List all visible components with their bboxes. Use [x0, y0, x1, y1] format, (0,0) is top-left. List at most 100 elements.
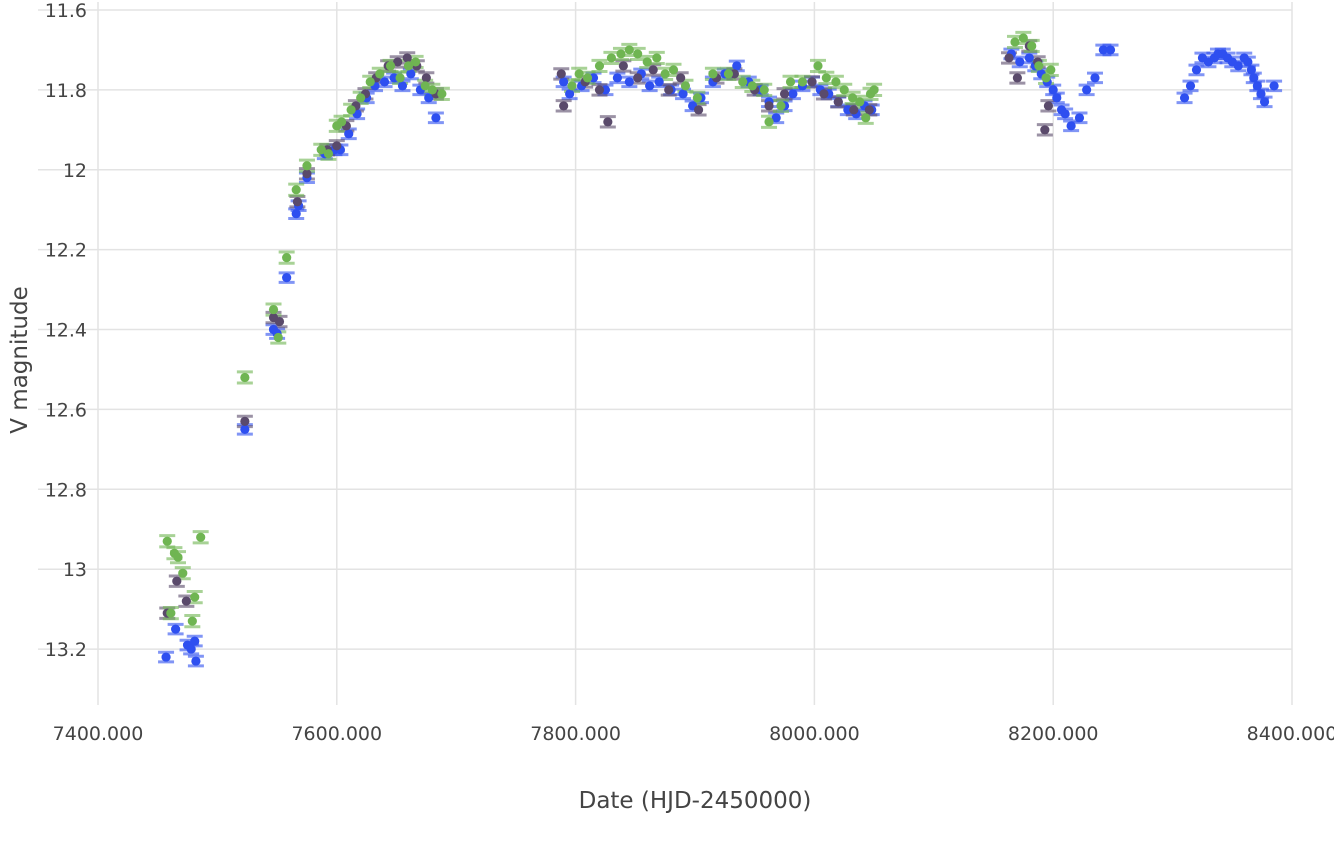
data-point	[708, 69, 718, 79]
data-point	[1046, 65, 1056, 75]
data-point	[1105, 45, 1116, 55]
data-point	[594, 85, 605, 95]
data-point	[437, 89, 447, 99]
data-point	[424, 93, 434, 103]
data-point	[788, 89, 798, 99]
data-point	[738, 77, 748, 87]
data-point	[1024, 53, 1034, 63]
data-point	[395, 73, 405, 83]
data-point	[302, 169, 312, 179]
data-point	[692, 93, 702, 103]
data-point	[1090, 73, 1100, 83]
data-point	[1252, 81, 1262, 91]
data-point	[1233, 61, 1243, 71]
data-point	[302, 161, 312, 171]
data-point	[612, 73, 622, 83]
x-tick-label: 8400.000	[1247, 723, 1334, 745]
data-point	[1185, 81, 1196, 91]
data-point	[693, 105, 704, 115]
y-tick-label: 12.6	[45, 399, 87, 421]
data-point	[172, 576, 182, 586]
data-point	[173, 552, 183, 562]
data-point	[668, 65, 679, 75]
error-bars	[158, 30, 1283, 668]
data-point	[559, 77, 569, 87]
y-tick-label: 12.8	[45, 479, 87, 501]
data-point	[819, 89, 829, 99]
data-point	[240, 416, 250, 427]
data-point	[645, 81, 655, 91]
data-point	[379, 77, 390, 87]
data-point	[1027, 41, 1037, 51]
data-point	[365, 77, 375, 87]
data-point	[855, 97, 865, 107]
data-point	[336, 117, 347, 127]
data-point	[652, 53, 662, 63]
gridlines	[38, 2, 1293, 705]
data-point	[567, 81, 577, 91]
data-point	[616, 49, 626, 59]
data-point	[291, 185, 301, 195]
data-point	[427, 85, 437, 95]
data-point	[344, 129, 354, 139]
data-point	[1040, 125, 1050, 135]
data-point	[864, 105, 874, 115]
x-tick-label: 8200.000	[1008, 723, 1099, 745]
y-tick-label: 11.6	[45, 0, 87, 22]
data-point	[187, 616, 197, 626]
data-point	[861, 113, 871, 123]
data-point	[764, 101, 774, 111]
data-point	[1074, 113, 1085, 123]
data-point	[813, 61, 823, 71]
data-point	[764, 117, 774, 127]
x-tick-label: 8000.000	[769, 723, 860, 745]
data-point	[1004, 53, 1014, 63]
data-point	[723, 69, 734, 79]
data-point	[403, 61, 414, 71]
data-point	[1243, 57, 1253, 67]
data-point	[594, 61, 605, 71]
data-point	[178, 568, 188, 578]
data-point	[624, 45, 634, 55]
data-point	[660, 69, 670, 79]
data-point	[291, 209, 301, 219]
data-point	[664, 85, 674, 95]
data-point	[240, 372, 250, 383]
data-point	[346, 105, 356, 115]
data-point	[1015, 57, 1025, 67]
data-point	[1256, 89, 1266, 99]
data-point	[771, 113, 781, 123]
data-point	[839, 85, 849, 95]
data-point	[282, 273, 292, 283]
data-point	[421, 73, 431, 83]
y-axis-title: V magnitude	[7, 286, 33, 433]
data-point	[1191, 65, 1202, 75]
data-point	[1249, 73, 1259, 83]
data-point	[779, 89, 790, 99]
x-tick-label: 7400.000	[53, 723, 144, 745]
data-point	[678, 89, 688, 99]
data-point	[821, 73, 831, 83]
data-point	[385, 61, 396, 71]
data-point	[186, 644, 196, 654]
data-point	[406, 69, 416, 79]
data-point	[191, 656, 201, 666]
y-tick-label: 12	[63, 160, 87, 182]
data-point	[161, 652, 171, 662]
data-point	[1010, 37, 1020, 47]
x-axis-title: Date (HJD-2450000)	[579, 788, 812, 814]
data-point	[680, 81, 691, 91]
data-point	[292, 197, 302, 207]
data-point	[356, 93, 366, 103]
y-tick-label: 12.4	[45, 320, 87, 342]
data-point	[1043, 101, 1054, 111]
data-point	[582, 73, 593, 83]
y-tick-label: 13	[63, 559, 87, 581]
data-point	[633, 49, 643, 59]
data-point	[831, 77, 841, 87]
data-point	[166, 608, 176, 618]
data-point	[1066, 121, 1076, 131]
data-point	[759, 85, 769, 95]
data-point	[190, 636, 200, 646]
